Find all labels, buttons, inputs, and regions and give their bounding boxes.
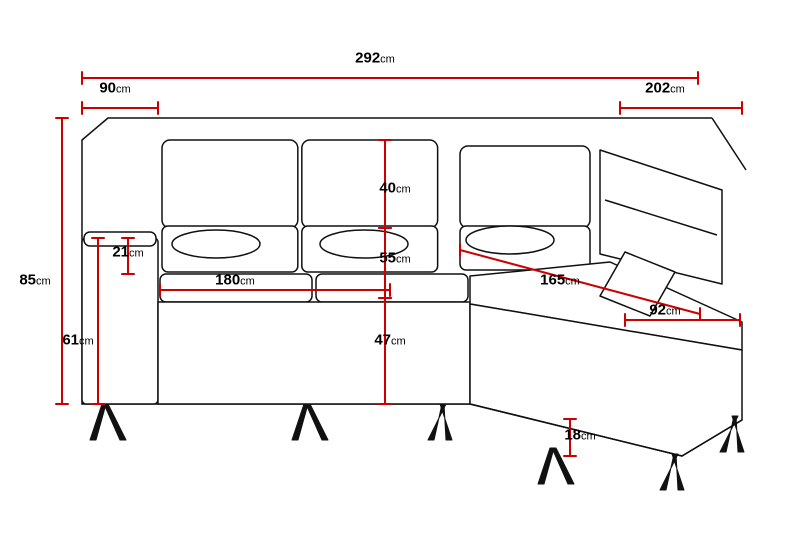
dim-value: 21 <box>112 244 129 261</box>
dim-total_width: 292cm <box>355 50 395 67</box>
dim-value: 292 <box>355 50 380 67</box>
dim-unit: cm <box>396 254 411 266</box>
dim-unit: cm <box>391 336 406 348</box>
dim-unit: cm <box>565 276 580 288</box>
dim-value: 180 <box>215 272 240 289</box>
dim-depth_left: 90cm <box>99 80 130 97</box>
dim-unit: cm <box>581 431 596 443</box>
dim-armrest_height: 21cm <box>112 244 143 261</box>
dim-value: 165 <box>540 272 565 289</box>
dim-unit: cm <box>380 54 395 66</box>
dim-unit: cm <box>116 84 131 96</box>
dim-back_cushion_h: 40cm <box>379 180 410 197</box>
dim-unit: cm <box>396 184 411 196</box>
dim-unit: cm <box>240 276 255 288</box>
dim-value: 61 <box>62 332 79 349</box>
dim-seat_width: 180cm <box>215 272 255 289</box>
dim-value: 55 <box>379 250 396 267</box>
dim-seat_height: 61cm <box>62 332 93 349</box>
dim-total_height: 85cm <box>19 272 50 289</box>
dim-value: 90 <box>99 80 116 97</box>
dim-unit: cm <box>79 336 94 348</box>
dim-chaise_length: 165cm <box>540 272 580 289</box>
dim-value: 92 <box>649 302 666 319</box>
dim-chaise_width: 92cm <box>649 302 680 319</box>
dim-leg_height: 18cm <box>564 427 595 444</box>
dim-value: 18 <box>564 427 581 444</box>
dim-unit: cm <box>129 248 144 260</box>
dim-value: 85 <box>19 272 36 289</box>
dim-value: 47 <box>374 332 391 349</box>
dim-unit: cm <box>36 276 51 288</box>
dim-depth_right: 202cm <box>645 80 685 97</box>
dim-seat_to_floor: 47cm <box>374 332 405 349</box>
dim-unit: cm <box>670 84 685 96</box>
dim-seat_cushion_d: 55cm <box>379 250 410 267</box>
dim-value: 40 <box>379 180 396 197</box>
dim-value: 202 <box>645 80 670 97</box>
dim-unit: cm <box>666 306 681 318</box>
